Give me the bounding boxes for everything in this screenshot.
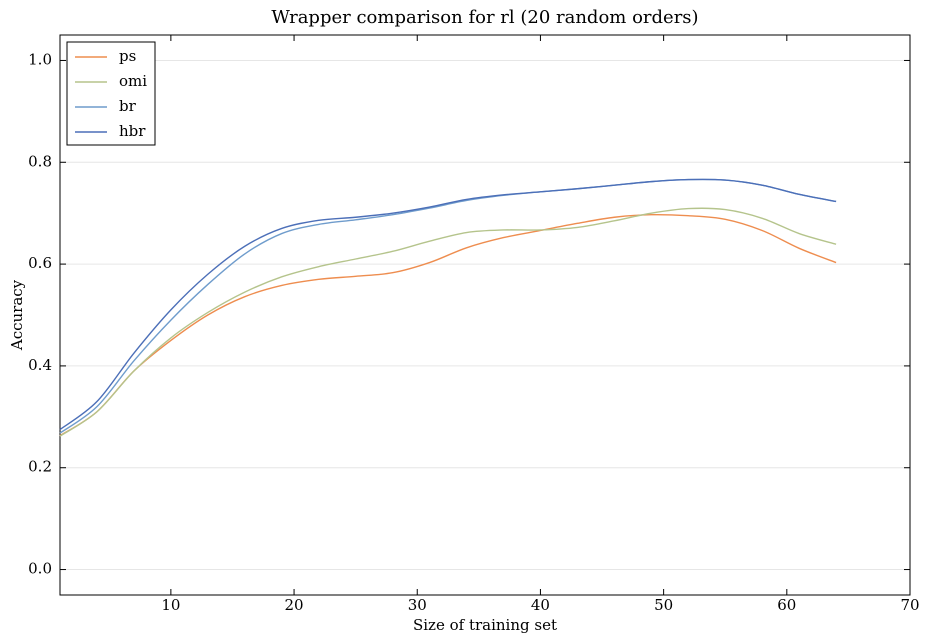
y-tick-label: 0.0 <box>28 560 52 578</box>
x-tick-label: 30 <box>408 596 427 614</box>
series-line <box>59 178 837 431</box>
x-tick-label: 50 <box>654 596 673 614</box>
x-tick-label: 60 <box>777 596 796 614</box>
y-tick-label: 0.2 <box>28 458 52 476</box>
legend-box <box>66 41 156 146</box>
x-tick-label: 10 <box>161 596 180 614</box>
y-tick-label: 0.6 <box>28 254 52 272</box>
y-tick-label: 0.4 <box>28 356 52 374</box>
series-line <box>59 178 837 434</box>
plot-frame <box>59 34 911 596</box>
y-tick-label: 0.8 <box>28 152 52 170</box>
x-tick-label: 70 <box>900 596 919 614</box>
chart-title: Wrapper comparison for rl (20 random ord… <box>271 7 698 28</box>
y-axis-label: Accuracy <box>8 279 26 351</box>
x-axis-label: Size of training set <box>413 616 557 634</box>
legend-label: ps <box>119 47 136 65</box>
series-line <box>59 213 837 437</box>
legend-label: br <box>119 97 137 115</box>
legend-label: hbr <box>119 122 146 140</box>
y-tick-label: 1.0 <box>28 50 52 68</box>
x-tick-label: 40 <box>531 596 550 614</box>
series-line <box>59 207 837 437</box>
x-tick-label: 20 <box>285 596 304 614</box>
legend-label: omi <box>119 72 147 90</box>
